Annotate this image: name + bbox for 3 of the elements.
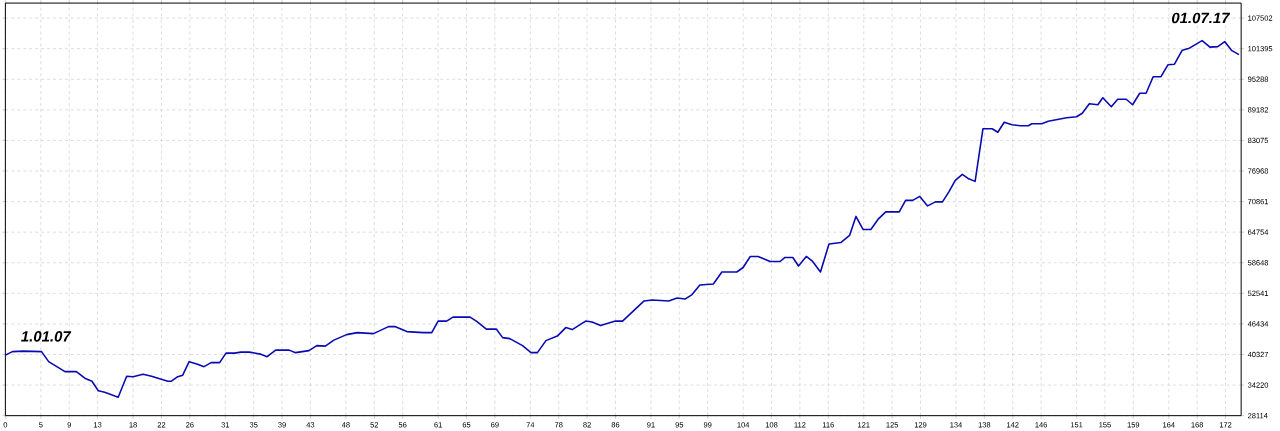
line-series	[5, 39, 1240, 399]
annotation: 1.01.07	[21, 331, 72, 342]
annotation: 01.07.17	[1171, 12, 1231, 24]
